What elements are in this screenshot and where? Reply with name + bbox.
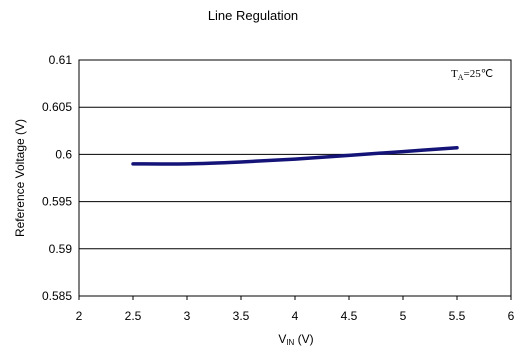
y-tick-label: 0.59 [49, 242, 73, 256]
x-tick-label: 6 [508, 309, 515, 323]
x-tick-label: 2.5 [125, 309, 142, 323]
x-tick-label: 4.5 [341, 309, 358, 323]
y-tick-label: 0.61 [49, 53, 73, 67]
y-tick-label: 0.595 [42, 195, 72, 209]
x-axis-label: VIN (V) [278, 332, 313, 346]
x-tick-label: 5 [400, 309, 407, 323]
temperature-annotation: TA=25℃ [451, 68, 493, 82]
y-tick-label: 0.6 [55, 147, 72, 161]
series-line [131, 146, 459, 166]
annotation-main: T [451, 68, 458, 80]
x-axis-label-unit: (V) [294, 332, 313, 346]
y-tick-label: 0.585 [42, 289, 72, 303]
x-tick-label: 2 [76, 309, 83, 323]
gridlines [79, 59, 511, 297]
y-axis-label: Reference Voltage (V) [13, 119, 27, 237]
chart-title: Line Regulation [208, 8, 298, 23]
x-tick-label: 4 [292, 309, 299, 323]
plot-frame [78, 59, 512, 297]
x-tick-label: 5.5 [449, 309, 466, 323]
y-tick-labels: 0.61 0.605 0.6 0.595 0.59 0.585 [42, 53, 72, 303]
x-tick-labels: 2 2.5 3 3.5 4 4.5 5 5.5 6 [76, 296, 515, 323]
y-tick-label: 0.605 [42, 100, 72, 114]
series-layer [131, 146, 459, 166]
annotation-sub: A [458, 73, 464, 82]
x-axis-label-sub: IN [286, 338, 294, 346]
annotation-rest: =25℃ [464, 68, 494, 80]
x-tick-label: 3.5 [233, 309, 250, 323]
x-axis-label-main: V [278, 332, 286, 346]
x-tick-label: 3 [184, 309, 191, 323]
